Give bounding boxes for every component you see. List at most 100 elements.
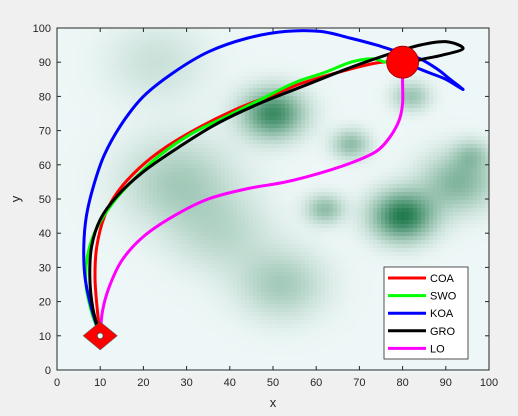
- heatmap-cell: [241, 128, 246, 133]
- heatmap-cell: [225, 220, 230, 225]
- heatmap-cell: [201, 92, 206, 97]
- heatmap-cell: [177, 252, 182, 257]
- heatmap-cell: [185, 316, 190, 321]
- heatmap-cell: [69, 316, 74, 321]
- heatmap-cell: [257, 76, 262, 81]
- heatmap-cell: [189, 284, 194, 289]
- heatmap-cell: [69, 32, 74, 37]
- heatmap-cell: [265, 316, 270, 321]
- heatmap-cell: [109, 360, 114, 365]
- heatmap-cell: [201, 232, 206, 237]
- heatmap-cell: [153, 36, 158, 41]
- heatmap-cell: [149, 68, 154, 73]
- heatmap-cell: [137, 244, 142, 249]
- heatmap-cell: [97, 260, 102, 265]
- heatmap-cell: [69, 312, 74, 317]
- heatmap-cell: [217, 156, 222, 161]
- heatmap-cell: [205, 212, 210, 217]
- heatmap-cell: [193, 280, 198, 285]
- heatmap-cell: [205, 152, 210, 157]
- heatmap-cell: [189, 328, 194, 333]
- heatmap-cell: [201, 344, 206, 349]
- heatmap-cell: [209, 324, 214, 329]
- heatmap-cell: [149, 304, 154, 309]
- heatmap-cell: [241, 236, 246, 241]
- heatmap-cell: [273, 220, 278, 225]
- heatmap-cell: [109, 308, 114, 313]
- heatmap-cell: [77, 264, 82, 269]
- heatmap-cell: [65, 328, 70, 333]
- heatmap-cell: [157, 28, 162, 33]
- heatmap-cell: [197, 308, 202, 313]
- heatmap-cell: [65, 120, 70, 125]
- heatmap-cell: [85, 340, 90, 345]
- heatmap-cell: [61, 260, 66, 265]
- heatmap-cell: [241, 124, 246, 129]
- heatmap-cell: [277, 344, 282, 349]
- heatmap-cell: [77, 312, 82, 317]
- heatmap-cell: [125, 340, 130, 345]
- heatmap-cell: [129, 224, 134, 229]
- heatmap-cell: [153, 320, 158, 325]
- heatmap-cell: [89, 220, 94, 225]
- heatmap-cell: [65, 144, 70, 149]
- heatmap-cell: [121, 220, 126, 225]
- heatmap-cell: [101, 92, 106, 97]
- heatmap-cell: [201, 184, 206, 189]
- heatmap-cell: [189, 364, 194, 369]
- heatmap-cell: [109, 344, 114, 349]
- heatmap-cell: [69, 248, 74, 253]
- heatmap-cell: [165, 28, 170, 33]
- heatmap-cell: [269, 28, 274, 33]
- heatmap-cell: [137, 96, 142, 101]
- heatmap-cell: [217, 172, 222, 177]
- heatmap-cell: [229, 216, 234, 221]
- heatmap-cell: [121, 168, 126, 173]
- heatmap-cell: [205, 192, 210, 197]
- heatmap-cell: [281, 104, 286, 109]
- heatmap-cell: [249, 32, 254, 37]
- heatmap-cell: [97, 48, 102, 53]
- heatmap-cell: [197, 88, 202, 93]
- heatmap-cell: [149, 40, 154, 45]
- heatmap-cell: [245, 200, 250, 205]
- heatmap-cell: [249, 188, 254, 193]
- heatmap-cell: [65, 300, 70, 305]
- heatmap-cell: [113, 180, 118, 185]
- heatmap-cell: [197, 120, 202, 125]
- heatmap-cell: [153, 104, 158, 109]
- heatmap-cell: [149, 176, 154, 181]
- heatmap-cell: [109, 40, 114, 45]
- heatmap-cell: [181, 344, 186, 349]
- heatmap-cell: [265, 120, 270, 125]
- heatmap-cell: [57, 144, 62, 149]
- heatmap-cell: [77, 168, 82, 173]
- heatmap-cell: [121, 316, 126, 321]
- heatmap-cell: [177, 320, 182, 325]
- heatmap-cell: [169, 188, 174, 193]
- heatmap-cell: [269, 76, 274, 81]
- heatmap-cell: [273, 172, 278, 177]
- heatmap-cell: [117, 272, 122, 277]
- heatmap-cell: [201, 148, 206, 153]
- heatmap-cell: [237, 60, 242, 65]
- heatmap-cell: [133, 48, 138, 53]
- heatmap-cell: [109, 272, 114, 277]
- heatmap-cell: [113, 276, 118, 281]
- heatmap-cell: [157, 308, 162, 313]
- heatmap-cell: [185, 28, 190, 33]
- heatmap-cell: [129, 48, 134, 53]
- heatmap-cell: [113, 348, 118, 353]
- heatmap-cell: [209, 180, 214, 185]
- heatmap-cell: [65, 364, 70, 369]
- heatmap-cell: [201, 348, 206, 353]
- heatmap-cell: [137, 140, 142, 145]
- heatmap-cell: [213, 172, 218, 177]
- heatmap-cell: [73, 296, 78, 301]
- heatmap-cell: [193, 204, 198, 209]
- heatmap-cell: [181, 248, 186, 253]
- heatmap-cell: [193, 188, 198, 193]
- heatmap-cell: [117, 212, 122, 217]
- heatmap-cell: [197, 180, 202, 185]
- heatmap-cell: [189, 336, 194, 341]
